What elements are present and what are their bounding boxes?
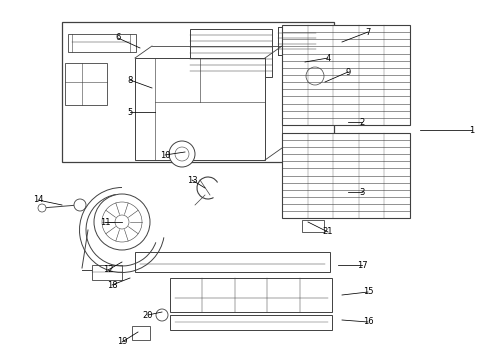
Text: 14: 14	[33, 195, 43, 204]
Circle shape	[306, 67, 324, 85]
Bar	[135, 58, 265, 160]
Text: 12: 12	[103, 266, 113, 275]
Circle shape	[102, 202, 142, 242]
Bar	[282, 133, 410, 218]
Circle shape	[94, 194, 150, 250]
Text: 19: 19	[117, 338, 127, 346]
Circle shape	[74, 199, 86, 211]
Text: 11: 11	[100, 217, 110, 226]
Bar	[170, 278, 332, 312]
Text: 9: 9	[345, 68, 351, 77]
Circle shape	[115, 215, 129, 229]
Text: 4: 4	[325, 54, 331, 63]
Bar	[62, 22, 334, 162]
Text: 3: 3	[359, 188, 365, 197]
Bar	[302, 62, 328, 92]
Text: 8: 8	[127, 76, 133, 85]
Bar	[170, 315, 332, 330]
Text: 2: 2	[359, 117, 365, 126]
Circle shape	[38, 204, 46, 212]
Bar	[302, 220, 324, 232]
Bar	[92, 265, 122, 280]
Text: 15: 15	[363, 288, 373, 297]
Bar	[278, 27, 316, 55]
Circle shape	[169, 141, 195, 167]
Bar	[278, 27, 316, 55]
Text: 18: 18	[107, 280, 117, 289]
Bar	[135, 252, 330, 272]
Text: 6: 6	[115, 33, 121, 42]
Text: 1: 1	[469, 126, 475, 135]
Circle shape	[156, 309, 168, 321]
Bar	[132, 326, 150, 340]
Circle shape	[175, 147, 189, 161]
Text: 20: 20	[143, 310, 153, 320]
Bar	[68, 34, 136, 52]
Bar	[190, 29, 272, 77]
Text: 17: 17	[357, 261, 368, 270]
Text: 5: 5	[127, 108, 133, 117]
Text: 10: 10	[160, 150, 170, 159]
Bar	[282, 25, 410, 125]
Bar	[65, 63, 107, 105]
Text: 13: 13	[187, 176, 197, 185]
Text: 21: 21	[323, 228, 333, 237]
Text: 7: 7	[366, 27, 371, 36]
Text: 16: 16	[363, 318, 373, 327]
